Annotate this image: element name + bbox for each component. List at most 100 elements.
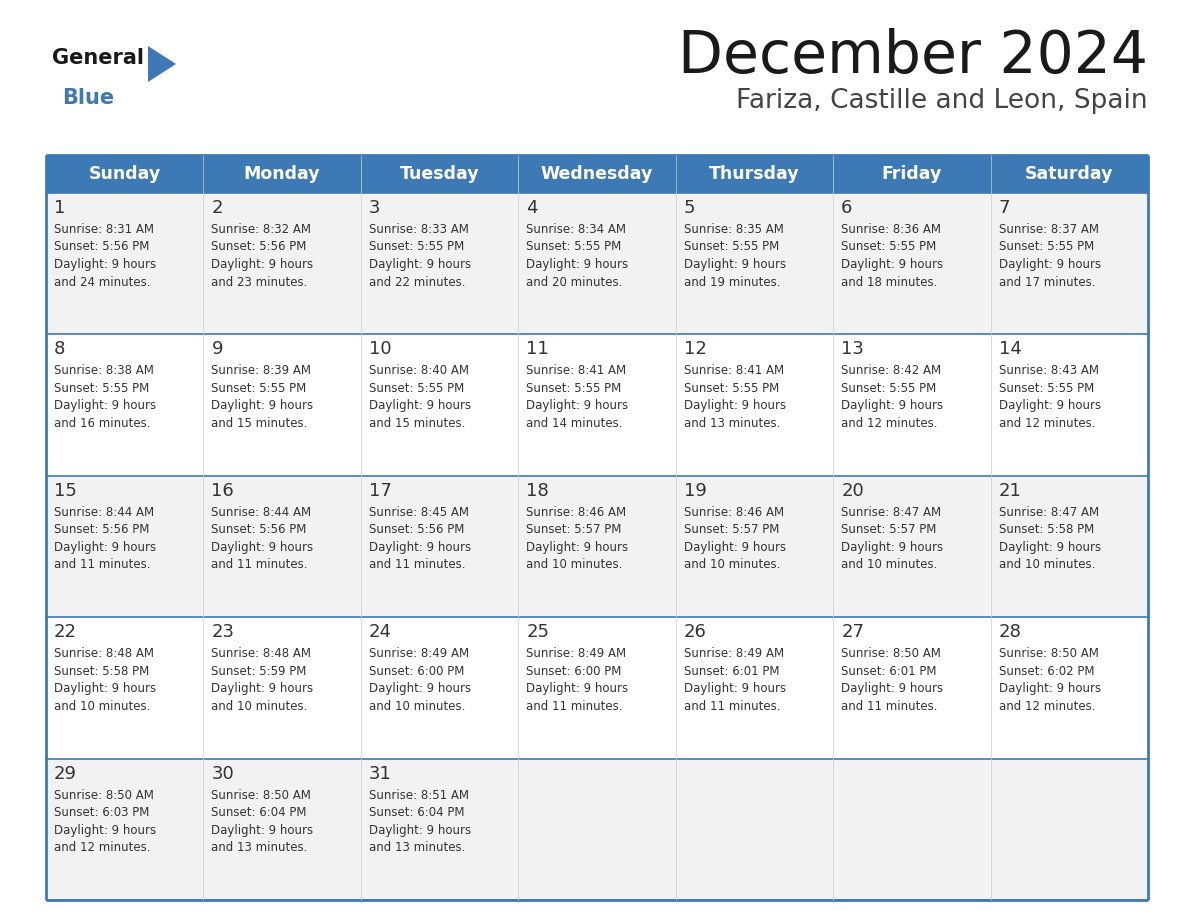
Text: and 16 minutes.: and 16 minutes. xyxy=(53,417,151,430)
Bar xyxy=(676,617,833,758)
Text: 2: 2 xyxy=(211,199,223,217)
Text: Sunset: 5:55 PM: Sunset: 5:55 PM xyxy=(526,241,621,253)
Bar xyxy=(833,476,991,617)
Text: 4: 4 xyxy=(526,199,538,217)
Bar xyxy=(203,617,361,758)
Text: Sunrise: 8:35 AM: Sunrise: 8:35 AM xyxy=(684,223,784,236)
Text: Sunrise: 8:46 AM: Sunrise: 8:46 AM xyxy=(684,506,784,519)
Text: and 10 minutes.: and 10 minutes. xyxy=(368,700,466,712)
Text: Sunrise: 8:33 AM: Sunrise: 8:33 AM xyxy=(368,223,469,236)
Text: and 14 minutes.: and 14 minutes. xyxy=(526,417,623,430)
Text: 20: 20 xyxy=(841,482,864,499)
Bar xyxy=(991,758,1148,900)
Text: Daylight: 9 hours: Daylight: 9 hours xyxy=(368,258,470,271)
Text: Sunrise: 8:34 AM: Sunrise: 8:34 AM xyxy=(526,223,626,236)
Text: Daylight: 9 hours: Daylight: 9 hours xyxy=(211,399,314,412)
Bar xyxy=(833,193,991,334)
Text: 19: 19 xyxy=(684,482,707,499)
Bar xyxy=(361,155,518,193)
Text: Daylight: 9 hours: Daylight: 9 hours xyxy=(526,682,628,695)
Bar xyxy=(203,155,361,193)
Text: 3: 3 xyxy=(368,199,380,217)
Text: 17: 17 xyxy=(368,482,392,499)
Bar xyxy=(46,758,203,900)
Text: 9: 9 xyxy=(211,341,223,358)
Bar xyxy=(518,758,676,900)
Text: Friday: Friday xyxy=(881,165,942,183)
Text: 28: 28 xyxy=(999,623,1022,641)
Text: Blue: Blue xyxy=(62,88,114,108)
Bar xyxy=(518,476,676,617)
Text: Daylight: 9 hours: Daylight: 9 hours xyxy=(526,541,628,554)
Text: Sunset: 5:59 PM: Sunset: 5:59 PM xyxy=(211,665,307,677)
Text: and 18 minutes.: and 18 minutes. xyxy=(841,275,937,288)
Text: Daylight: 9 hours: Daylight: 9 hours xyxy=(999,682,1101,695)
Text: and 23 minutes.: and 23 minutes. xyxy=(211,275,308,288)
Text: Daylight: 9 hours: Daylight: 9 hours xyxy=(841,682,943,695)
Bar xyxy=(991,193,1148,334)
Text: Sunset: 6:02 PM: Sunset: 6:02 PM xyxy=(999,665,1094,677)
Text: and 11 minutes.: and 11 minutes. xyxy=(841,700,937,712)
Text: Sunday: Sunday xyxy=(89,165,160,183)
Text: and 11 minutes.: and 11 minutes. xyxy=(684,700,781,712)
Text: Sunrise: 8:50 AM: Sunrise: 8:50 AM xyxy=(841,647,941,660)
Text: Daylight: 9 hours: Daylight: 9 hours xyxy=(53,541,156,554)
Text: Sunrise: 8:49 AM: Sunrise: 8:49 AM xyxy=(368,647,469,660)
Text: and 13 minutes.: and 13 minutes. xyxy=(211,841,308,854)
Text: Sunset: 6:00 PM: Sunset: 6:00 PM xyxy=(368,665,465,677)
Bar xyxy=(46,334,203,476)
Text: Sunrise: 8:41 AM: Sunrise: 8:41 AM xyxy=(526,364,626,377)
Text: General: General xyxy=(52,48,144,68)
Text: and 10 minutes.: and 10 minutes. xyxy=(841,558,937,571)
Text: Sunrise: 8:41 AM: Sunrise: 8:41 AM xyxy=(684,364,784,377)
Text: Sunset: 6:03 PM: Sunset: 6:03 PM xyxy=(53,806,150,819)
Text: Sunset: 5:56 PM: Sunset: 5:56 PM xyxy=(211,523,307,536)
Text: Sunrise: 8:50 AM: Sunrise: 8:50 AM xyxy=(211,789,311,801)
Text: 11: 11 xyxy=(526,341,549,358)
Text: Daylight: 9 hours: Daylight: 9 hours xyxy=(684,258,785,271)
Text: Fariza, Castille and Leon, Spain: Fariza, Castille and Leon, Spain xyxy=(737,88,1148,114)
Text: Daylight: 9 hours: Daylight: 9 hours xyxy=(999,258,1101,271)
Text: Sunrise: 8:44 AM: Sunrise: 8:44 AM xyxy=(211,506,311,519)
Text: and 24 minutes.: and 24 minutes. xyxy=(53,275,151,288)
Text: Daylight: 9 hours: Daylight: 9 hours xyxy=(368,823,470,836)
Text: Sunrise: 8:47 AM: Sunrise: 8:47 AM xyxy=(841,506,941,519)
Text: 12: 12 xyxy=(684,341,707,358)
Bar xyxy=(203,334,361,476)
Bar xyxy=(518,193,676,334)
Text: Sunset: 6:04 PM: Sunset: 6:04 PM xyxy=(211,806,307,819)
Text: 26: 26 xyxy=(684,623,707,641)
Text: Daylight: 9 hours: Daylight: 9 hours xyxy=(841,258,943,271)
Text: and 10 minutes.: and 10 minutes. xyxy=(526,558,623,571)
Text: and 15 minutes.: and 15 minutes. xyxy=(368,417,466,430)
Text: Sunset: 5:55 PM: Sunset: 5:55 PM xyxy=(211,382,307,395)
Text: and 11 minutes.: and 11 minutes. xyxy=(211,558,308,571)
Bar xyxy=(991,334,1148,476)
Text: and 10 minutes.: and 10 minutes. xyxy=(53,700,151,712)
Text: Daylight: 9 hours: Daylight: 9 hours xyxy=(368,682,470,695)
Bar xyxy=(833,758,991,900)
Text: 7: 7 xyxy=(999,199,1010,217)
Text: and 11 minutes.: and 11 minutes. xyxy=(526,700,623,712)
Text: Sunset: 5:55 PM: Sunset: 5:55 PM xyxy=(841,241,936,253)
Bar xyxy=(46,155,203,193)
Text: and 15 minutes.: and 15 minutes. xyxy=(211,417,308,430)
Text: and 13 minutes.: and 13 minutes. xyxy=(684,417,781,430)
Bar xyxy=(991,476,1148,617)
Bar xyxy=(833,155,991,193)
Text: and 11 minutes.: and 11 minutes. xyxy=(368,558,466,571)
Bar xyxy=(361,193,518,334)
Bar xyxy=(361,334,518,476)
Text: Daylight: 9 hours: Daylight: 9 hours xyxy=(526,258,628,271)
Bar xyxy=(46,193,203,334)
Polygon shape xyxy=(148,46,176,82)
Bar xyxy=(676,193,833,334)
Text: Sunset: 5:55 PM: Sunset: 5:55 PM xyxy=(999,382,1094,395)
Text: Sunset: 5:57 PM: Sunset: 5:57 PM xyxy=(841,523,936,536)
Text: 18: 18 xyxy=(526,482,549,499)
Text: Daylight: 9 hours: Daylight: 9 hours xyxy=(684,682,785,695)
Text: Sunset: 5:55 PM: Sunset: 5:55 PM xyxy=(841,382,936,395)
Text: Sunrise: 8:37 AM: Sunrise: 8:37 AM xyxy=(999,223,1099,236)
Text: Sunset: 5:56 PM: Sunset: 5:56 PM xyxy=(53,241,150,253)
Text: Sunset: 5:58 PM: Sunset: 5:58 PM xyxy=(53,665,150,677)
